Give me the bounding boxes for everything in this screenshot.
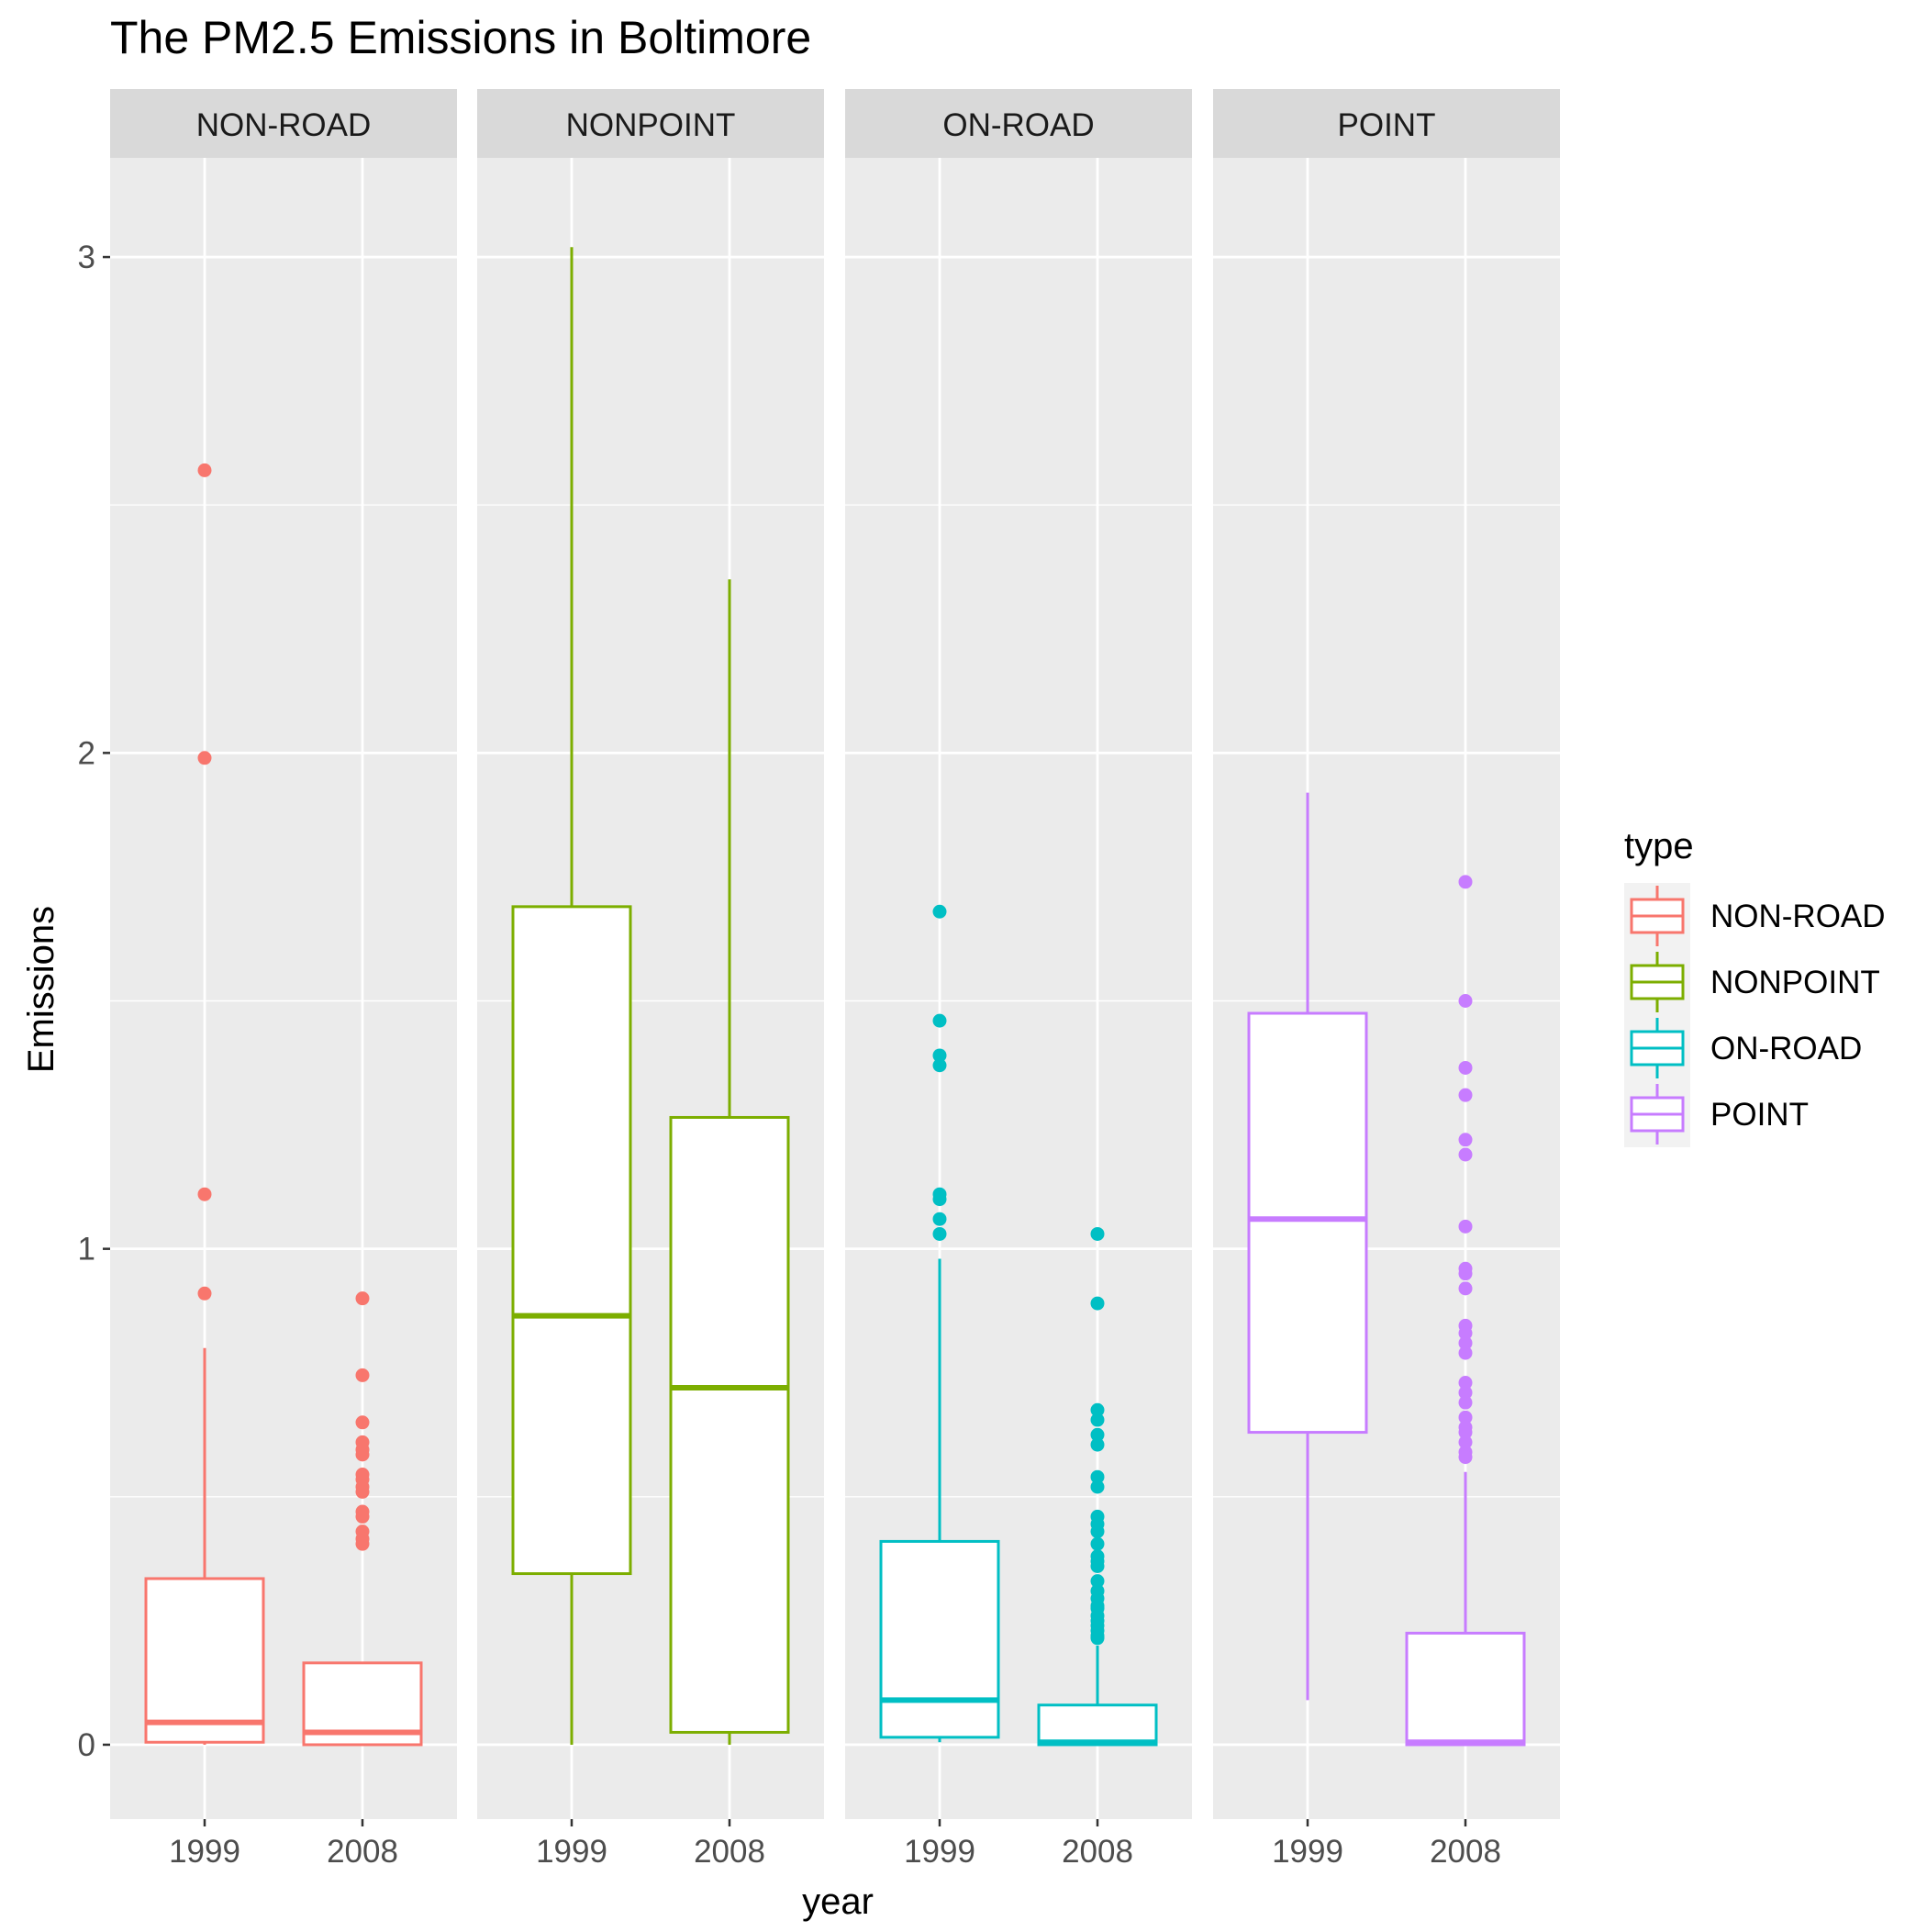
x-tick-label-2008: 2008 <box>1062 1834 1133 1870</box>
outlier-point-on-road-2008 <box>1090 1402 1105 1417</box>
box-nonpoint-1999 <box>511 905 632 1576</box>
box-point-2008 <box>1405 1631 1526 1747</box>
outlier-point-on-road-2008 <box>1090 1524 1105 1539</box>
x-tick-label-1999: 1999 <box>904 1834 975 1870</box>
outlier-point-point-2008 <box>1458 1335 1473 1350</box>
facet-strip-label-point: POINT <box>1338 107 1436 143</box>
legend-label-on-road: ON-ROAD <box>1710 1031 1862 1067</box>
facet-strip-nonpoint <box>477 89 824 158</box>
outlier-point-point-2008 <box>1458 1326 1473 1341</box>
outlier-point-non-road-2008 <box>355 1368 370 1382</box>
outlier-point-on-road-1999 <box>932 1226 947 1241</box>
outlier-point-point-2008 <box>1458 1147 1473 1162</box>
box-nonpoint-2008 <box>669 1115 790 1734</box>
legend-label-nonpoint: NONPOINT <box>1710 965 1880 1000</box>
outlier-point-on-road-2008 <box>1090 1574 1105 1589</box>
x-tick-label-1999: 1999 <box>169 1834 240 1870</box>
outlier-point-non-road-2008 <box>355 1447 370 1462</box>
outlier-point-on-road-1999 <box>932 1058 947 1073</box>
outlier-point-on-road-1999 <box>932 1192 947 1207</box>
outlier-point-on-road-2008 <box>1090 1296 1105 1311</box>
outlier-point-point-2008 <box>1458 1376 1473 1390</box>
y-tick-label: 0 <box>78 1727 95 1763</box>
facet-strip-on-road <box>845 89 1192 158</box>
outlier-point-on-road-2008 <box>1090 1480 1105 1494</box>
y-tick-label: 3 <box>78 240 95 275</box>
x-tick-label-2008: 2008 <box>327 1834 398 1870</box>
outlier-point-point-2008 <box>1458 1425 1473 1440</box>
plot-layer: NON-ROAD 1999 2008 NONPOINT 1999 2008 ON-ROAD 1… <box>78 89 1886 1870</box>
outlier-point-on-road-1999 <box>932 1013 947 1028</box>
outlier-point-on-road-1999 <box>932 904 947 919</box>
outlier-point-on-road-2008 <box>1090 1469 1105 1484</box>
x-axis-label: year <box>802 1882 874 1922</box>
x-tick-label-2008: 2008 <box>694 1834 765 1870</box>
panel-background-point <box>1213 158 1560 1819</box>
outlier-point-non-road-1999 <box>197 1187 212 1201</box>
outlier-point-non-road-2008 <box>355 1536 370 1551</box>
outlier-point-point-2008 <box>1458 1060 1473 1075</box>
box-non-road-1999 <box>144 1577 265 1744</box>
outlier-point-non-road-2008 <box>355 1291 370 1306</box>
outlier-point-point-2008 <box>1458 994 1473 1009</box>
outlier-point-non-road-1999 <box>197 751 212 765</box>
x-tick-label-1999: 1999 <box>1272 1834 1343 1870</box>
y-tick-label: 1 <box>78 1232 95 1268</box>
chart-title: The PM2.5 Emissions in Boltimore <box>110 12 811 63</box>
outlier-point-point-2008 <box>1458 1435 1473 1449</box>
facet-strip-point <box>1213 89 1560 158</box>
facet-strip-label-on-road: ON-ROAD <box>942 107 1094 143</box>
outlier-point-point-2008 <box>1458 1281 1473 1296</box>
box-point-1999 <box>1247 1011 1368 1435</box>
outlier-point-point-2008 <box>1458 1395 1473 1410</box>
panel-background-non-road <box>110 158 457 1819</box>
legend-label-point: POINT <box>1710 1097 1809 1133</box>
x-tick-label-1999: 1999 <box>536 1834 607 1870</box>
outlier-point-point-2008 <box>1458 1410 1473 1424</box>
outlier-point-non-road-1999 <box>197 1286 212 1301</box>
outlier-point-on-road-2008 <box>1090 1226 1105 1241</box>
outlier-point-on-road-2008 <box>1090 1631 1105 1646</box>
outlier-point-non-road-2008 <box>355 1509 370 1524</box>
legend-label-non-road: NON-ROAD <box>1710 899 1886 934</box>
outlier-point-point-2008 <box>1458 1450 1473 1465</box>
outlier-point-on-road-1999 <box>932 1212 947 1226</box>
facet-strip-label-nonpoint: NONPOINT <box>566 107 736 143</box>
outlier-point-on-road-2008 <box>1090 1427 1105 1442</box>
outlier-point-point-2008 <box>1458 1346 1473 1360</box>
outlier-point-point-2008 <box>1458 1267 1473 1281</box>
outlier-point-non-road-2008 <box>355 1415 370 1430</box>
x-tick-label-2008: 2008 <box>1430 1834 1501 1870</box>
outlier-point-on-road-2008 <box>1090 1413 1105 1427</box>
facet-strip-label-non-road: NON-ROAD <box>196 107 372 143</box>
outlier-point-on-road-2008 <box>1090 1437 1105 1452</box>
facet-strip-non-road <box>110 89 457 158</box>
y-tick-label: 2 <box>78 735 95 771</box>
outlier-point-on-road-2008 <box>1090 1536 1105 1551</box>
outlier-point-point-2008 <box>1458 1385 1473 1400</box>
legend-title: type <box>1624 826 1694 866</box>
box-on-road-1999 <box>879 1539 1000 1739</box>
outlier-point-non-road-1999 <box>197 463 212 477</box>
outlier-point-point-2008 <box>1458 1133 1473 1147</box>
y-axis-label: Emissions <box>21 906 61 1073</box>
outlier-point-point-2008 <box>1458 1219 1473 1234</box>
outlier-point-on-road-2008 <box>1090 1558 1105 1573</box>
outlier-point-on-road-1999 <box>932 1048 947 1063</box>
outlier-point-point-2008 <box>1458 875 1473 889</box>
outlier-point-point-2008 <box>1458 1088 1473 1102</box>
outlier-point-non-road-2008 <box>355 1484 370 1499</box>
box-on-road-2008 <box>1037 1703 1158 1747</box>
